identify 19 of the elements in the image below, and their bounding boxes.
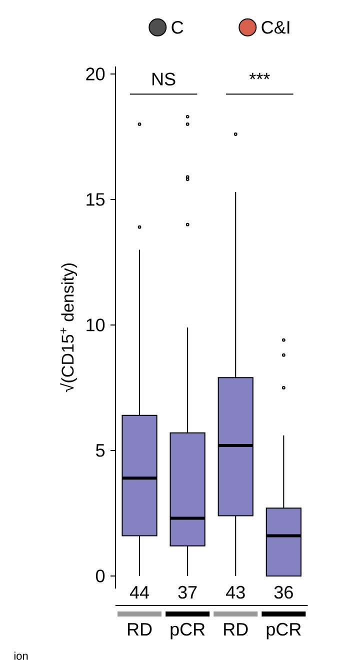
y-tick-label: 10 [86,318,105,332]
text: ion [14,652,28,660]
annotation: *** [250,72,270,80]
y-axis-title: √(CD15$^{+}$ density) [60,263,78,392]
y-tick-label: 0 [96,570,105,582]
y-tick-label: 5 [96,444,105,457]
x-tick-label: RD [128,623,152,636]
x-tick-label: pCR [267,622,302,640]
y-tick-label: 15 [86,193,105,206]
x-tick-label: pCR [170,622,205,640]
annotation: 36 [274,586,294,599]
y-tick-label: 20 [86,68,105,80]
x-tick-label: RD [224,623,248,636]
text: C [172,20,184,34]
annotation: NS [152,72,176,86]
text: C&I [262,20,290,34]
annotation: 43 [226,586,246,599]
annotation: 44 [130,586,150,598]
annotation: 37 [178,586,197,599]
